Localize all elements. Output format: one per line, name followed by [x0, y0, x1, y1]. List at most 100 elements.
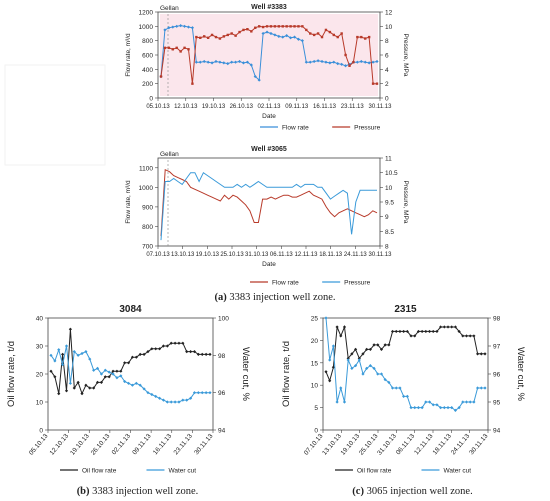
data-point — [222, 35, 226, 38]
data-point — [328, 379, 332, 383]
y2-tick-label: 100 — [218, 316, 229, 323]
data-point — [367, 35, 371, 39]
legend-label-1: Pressure — [354, 125, 380, 132]
data-point — [472, 334, 476, 338]
data-point — [340, 62, 344, 66]
data-point — [123, 361, 127, 365]
data-point — [309, 32, 312, 35]
y-tick-label: 40 — [36, 316, 44, 323]
data-point — [57, 348, 61, 352]
x-tick-label: 23.11.13 — [173, 432, 195, 456]
data-point — [92, 368, 96, 372]
y-tick-label: 1100 — [139, 165, 153, 172]
chart-well-3383: Well #3383 Gellan 0 200 400 600 800 1000 1200 0 2 4… — [125, 4, 409, 132]
data-point — [157, 396, 162, 400]
data-point — [154, 394, 158, 398]
x-tick-label: 13.10.13 — [171, 252, 195, 258]
data-point — [242, 28, 245, 32]
data-point — [312, 33, 316, 37]
data-point — [331, 344, 335, 348]
data-point — [464, 400, 469, 404]
plot-frame — [47, 317, 214, 431]
data-point — [61, 352, 65, 356]
data-point — [186, 25, 191, 29]
data-point — [343, 64, 348, 68]
y-tick-label: 400 — [142, 67, 153, 74]
data-point — [342, 400, 347, 404]
data-point — [187, 48, 190, 51]
data-point — [238, 30, 241, 34]
x-tick-label: 05.10.13 — [146, 104, 170, 110]
data-point — [461, 400, 465, 404]
legend-label-0: Oil flow rate — [357, 468, 392, 475]
data-point — [199, 36, 202, 39]
data-point — [253, 74, 257, 79]
chart-title: Well #3065 — [251, 146, 287, 153]
y-tick-label: 800 — [142, 38, 153, 45]
x-tick-label: 06.11.13 — [270, 252, 294, 258]
y-tick-label: 600 — [142, 53, 153, 60]
data-point — [390, 329, 395, 334]
y-tick-label: 700 — [142, 244, 153, 251]
data-point — [420, 329, 424, 334]
data-point — [196, 391, 200, 395]
data-point — [379, 372, 384, 376]
y-tick-label: 900 — [142, 204, 153, 211]
y2-axis-label: Water cut, % — [240, 347, 251, 402]
x-tick-label: 09.11.13 — [131, 432, 153, 456]
data-point — [360, 35, 363, 39]
y2-tick-label: 9 — [385, 214, 389, 221]
data-point — [181, 398, 185, 402]
caption-b: (b) 3383 injection well zone. — [0, 486, 275, 497]
data-point — [245, 60, 249, 64]
data-point — [402, 394, 406, 398]
data-point — [68, 381, 72, 385]
data-point — [398, 329, 402, 334]
data-point — [203, 35, 206, 38]
y2-tick-label: 4 — [385, 67, 389, 74]
x-tick-label: 31.10.13 — [245, 252, 269, 258]
data-point — [195, 35, 198, 39]
x-tick-label: 12.11.13 — [295, 252, 319, 258]
data-point — [285, 25, 288, 28]
data-point — [335, 400, 339, 404]
data-point — [289, 25, 292, 28]
data-point — [254, 26, 257, 29]
x-tick-label: 12.10.13 — [49, 432, 71, 456]
x-tick-label: 12.10.13 — [174, 104, 198, 110]
data-point — [304, 60, 308, 64]
y2-axis-label: Water cut, % — [515, 347, 526, 402]
legend-label-0: Flow rate — [282, 125, 309, 132]
data-point — [398, 386, 402, 390]
y-axis-label: Flow rate, m³/d — [125, 180, 132, 224]
caption-b-text: 3383 injection well zone. — [92, 486, 199, 497]
data-point — [427, 329, 432, 334]
data-point — [361, 372, 365, 376]
y2-tick-label: 0 — [385, 96, 389, 103]
y-tick-label: 10 — [36, 400, 44, 407]
data-point — [269, 25, 273, 28]
data-point — [435, 403, 439, 407]
x-tick-label: 30.11.13 — [193, 432, 215, 456]
data-point — [476, 352, 480, 356]
data-point — [177, 400, 181, 404]
data-point — [409, 334, 413, 338]
data-point — [332, 60, 336, 64]
x-tick-label: 19.10.13 — [69, 432, 91, 456]
data-point — [273, 25, 277, 28]
y2-tick-label: 95 — [493, 400, 501, 407]
data-point — [92, 386, 96, 390]
data-point — [189, 350, 193, 354]
data-point — [435, 329, 439, 334]
data-point — [394, 329, 398, 334]
legend-label-1: Water cut — [443, 468, 471, 475]
data-point — [150, 392, 154, 397]
data-point — [405, 329, 409, 334]
background-faint-figure — [4, 64, 106, 166]
series-line-1 — [50, 345, 210, 403]
chart-title: 3084 — [119, 304, 142, 315]
data-point — [446, 406, 450, 410]
data-point — [126, 381, 131, 385]
data-point — [293, 25, 296, 28]
data-point — [424, 329, 428, 334]
